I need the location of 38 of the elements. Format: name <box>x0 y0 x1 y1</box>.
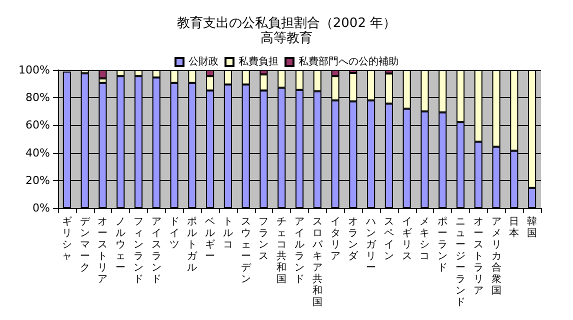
x-tick-label: ギリシャ <box>62 215 72 262</box>
x-tick-label: オーストリア <box>98 216 108 285</box>
x-tick-label: スウェーデン <box>240 216 252 285</box>
x-tick-label: アイスランド <box>151 216 162 285</box>
x-tick-label: トルコ <box>222 216 233 250</box>
legend-label: 私費部門への公的補助 <box>298 56 398 68</box>
y-tick-label: 60% <box>26 118 50 132</box>
x-tick-label: オランダ <box>348 216 360 262</box>
y-tick-label: 0% <box>32 202 50 214</box>
y-tick-label: 40% <box>26 146 50 160</box>
x-tick-label: ニュージーランド <box>456 216 466 308</box>
y-tick-label: 100% <box>18 64 50 76</box>
y-tick-label: 80% <box>26 91 50 104</box>
x-tick-label: ベルギー <box>205 216 216 262</box>
x-tick-label: ドイツ <box>169 216 180 250</box>
x-tick-label: アイルランド <box>294 216 304 285</box>
legend-label: 公財政 <box>188 56 218 68</box>
x-tick-label: アメリカ合衆国 <box>491 216 502 296</box>
y-tick-label: 20% <box>26 174 50 187</box>
x-tick-label: イタリア <box>330 216 340 262</box>
x-tick-label: オーストラリア <box>473 216 484 296</box>
x-tick-label: ポルトガル <box>187 216 198 274</box>
x-tick-label: チェコ共和国 <box>276 216 287 285</box>
x-tick-label: 韓国 <box>527 215 538 239</box>
chart-subtitle: 高等教育 <box>260 30 312 46</box>
x-tick-label: スロバキア共和国 <box>311 216 324 308</box>
x-tick-label: フィンランド <box>134 216 144 285</box>
x-tick-label: デンマーク <box>80 216 91 274</box>
x-tick-label: 日本 <box>509 216 520 239</box>
legend-label: 私費負担 <box>238 56 278 68</box>
x-tick-label: スペイン <box>384 216 394 262</box>
x-tick-label: イギリス <box>402 216 412 262</box>
x-tick-label: フランス <box>258 216 269 262</box>
x-tick-label: ノルウェー <box>116 216 126 274</box>
x-tick-label: ハンガリー <box>365 216 378 274</box>
x-tick-label: メキシコ <box>420 216 430 262</box>
chart-title: 教育支出の公私負担割合（2002 年） <box>176 15 396 31</box>
x-tick-label: ポーランド <box>438 216 448 274</box>
